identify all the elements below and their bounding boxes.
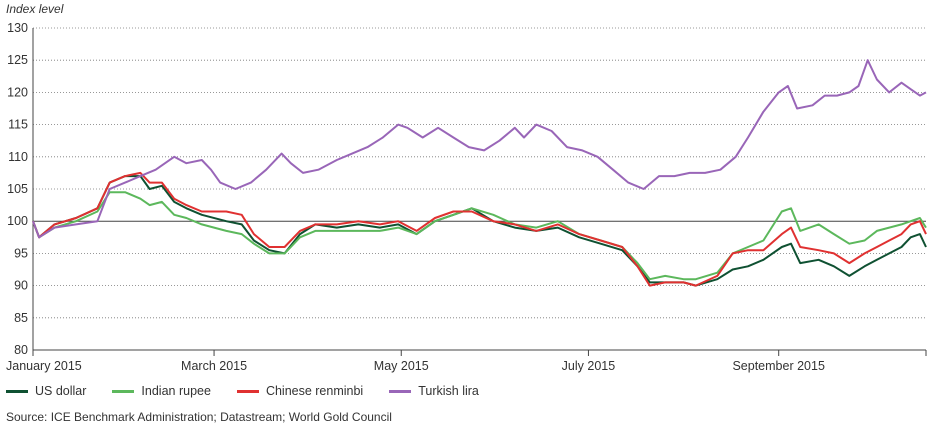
x-tick-4: September 2015 xyxy=(732,359,824,373)
x-axis: January 2015 March 2015 May 2015 July 2015 S… xyxy=(6,28,927,373)
source-note: Source: ICE Benchmark Administration; Da… xyxy=(6,410,392,424)
y-tick-80: 80 xyxy=(14,343,28,357)
legend-item-turkish-lira: Turkish lira xyxy=(389,384,479,398)
x-tick-0: January 2015 xyxy=(6,359,82,373)
y-axis-ticks: 80 85 90 95 100 105 110 115 120 125 130 xyxy=(7,21,28,357)
x-tick-2: May 2015 xyxy=(374,359,429,373)
y-tick-90: 90 xyxy=(14,279,28,293)
legend-label-indian-rupee: Indian rupee xyxy=(141,384,211,398)
y-axis-label: Index level xyxy=(6,2,64,16)
y-tick-120: 120 xyxy=(7,85,28,99)
x-tick-3: July 2015 xyxy=(562,359,616,373)
gridlines xyxy=(33,27,926,319)
legend: US dollar Indian rupee Chinese renminbi … xyxy=(6,384,505,398)
series-line-indian-rupee xyxy=(32,191,927,281)
series-line-turkish-lira xyxy=(32,59,927,239)
series-lines xyxy=(32,59,927,287)
y-tick-125: 125 xyxy=(7,53,28,67)
legend-label-turkish-lira: Turkish lira xyxy=(418,384,479,398)
line-chart: 80 85 90 95 100 105 110 115 120 125 130 January 20… xyxy=(6,21,927,373)
legend-item-us-dollar: US dollar xyxy=(6,384,86,398)
series-line-chinese-renminbi xyxy=(32,171,927,287)
y-tick-100: 100 xyxy=(7,214,28,228)
y-tick-115: 115 xyxy=(8,118,28,132)
y-tick-95: 95 xyxy=(14,246,28,260)
y-tick-130: 130 xyxy=(7,21,28,35)
legend-label-us-dollar: US dollar xyxy=(35,384,87,398)
y-tick-85: 85 xyxy=(14,311,28,325)
legend-label-chinese-renminbi: Chinese renminbi xyxy=(265,384,364,398)
legend-item-chinese-renminbi: Chinese renminbi xyxy=(236,384,364,398)
legend-swatch-turkish-lira xyxy=(389,389,412,393)
y-tick-110: 110 xyxy=(8,150,28,164)
x-tick-1: March 2015 xyxy=(181,359,247,373)
legend-item-indian-rupee: Indian rupee xyxy=(112,384,211,398)
legend-swatch-indian-rupee xyxy=(112,389,135,393)
legend-swatch-us-dollar xyxy=(6,389,28,393)
legend-swatch-chinese-renminbi xyxy=(236,389,259,393)
y-tick-105: 105 xyxy=(7,182,28,196)
